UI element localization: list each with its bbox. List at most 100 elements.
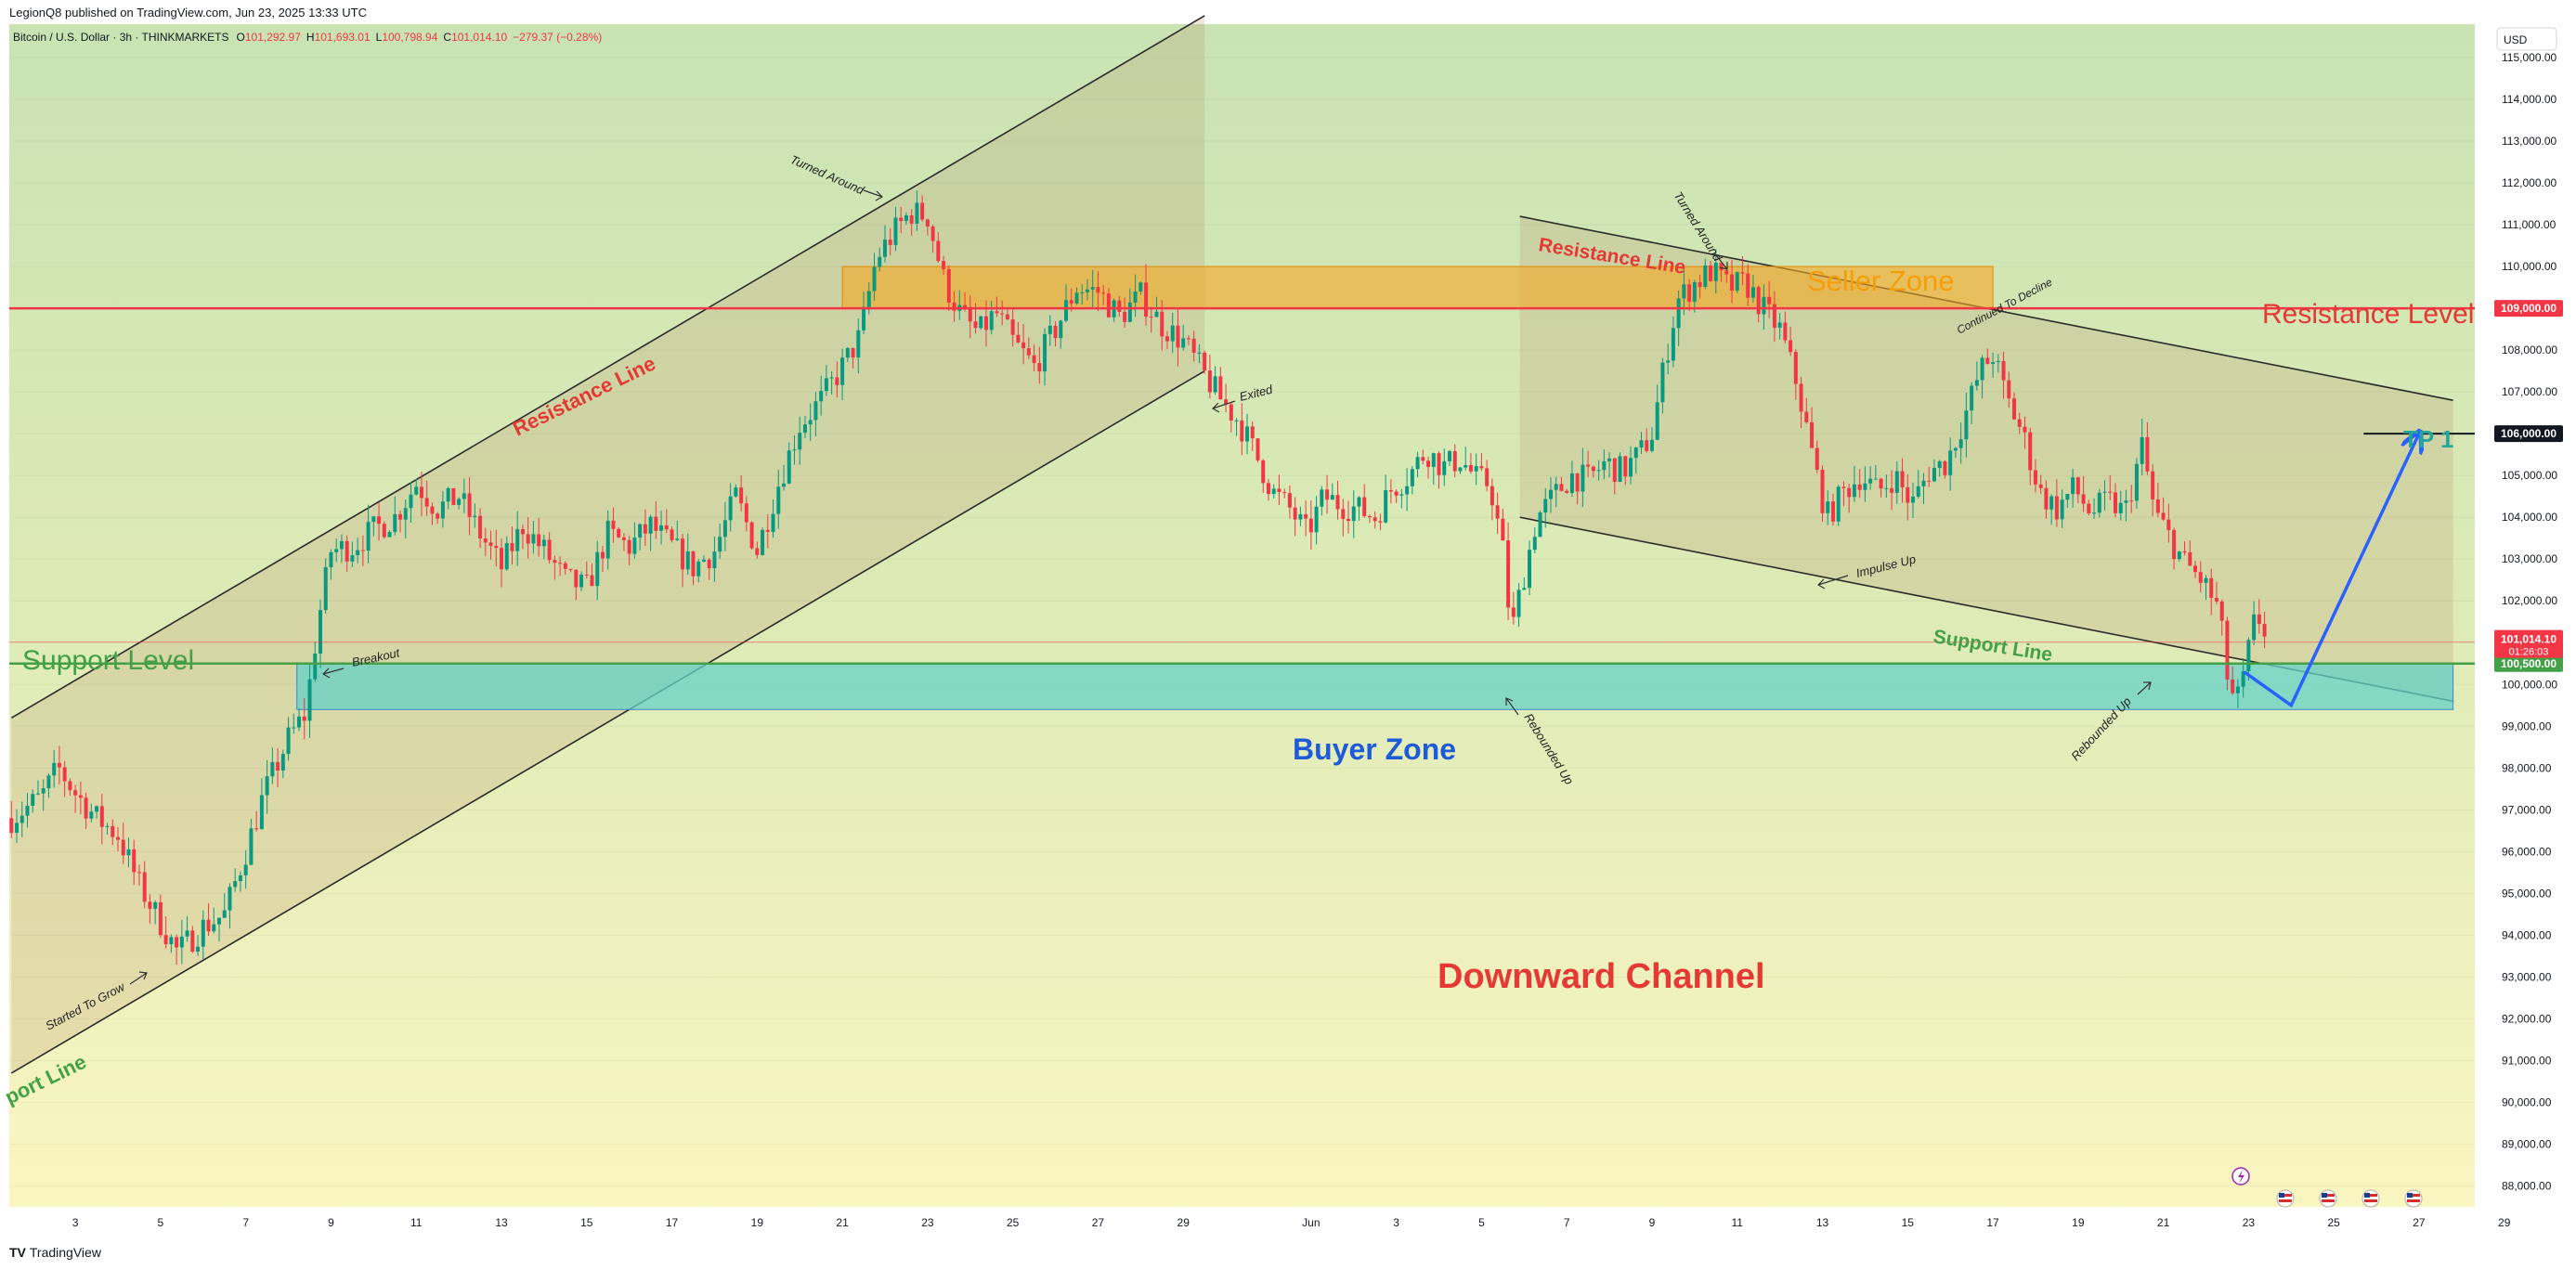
candle-body-222 <box>1191 338 1196 353</box>
candle-body-379 <box>2028 432 2033 471</box>
event-icons[interactable] <box>2231 1167 2423 1208</box>
annotation-arrows <box>129 189 2152 985</box>
candle-body-262 <box>1405 486 1410 495</box>
candle-body-145 <box>782 483 787 487</box>
x-tick-label-17: 7 <box>1564 1216 1570 1229</box>
candle-body-156 <box>840 357 845 385</box>
candle-body-288 <box>1543 499 1548 513</box>
y-tick-label-20: 108,000.00 <box>2502 343 2557 356</box>
candle-body-225 <box>1207 370 1212 393</box>
candle-body-86 <box>467 493 472 517</box>
candle-body-149 <box>802 424 807 434</box>
y-tick-label-26: 114,000.00 <box>2502 93 2556 106</box>
candle-body-53 <box>292 727 296 729</box>
candle-body-397 <box>2124 500 2128 503</box>
candle-body-332 <box>1777 322 1782 328</box>
candle-body-60 <box>329 551 333 568</box>
price-tag-2 <box>2494 654 2563 672</box>
ohlc-high: 101,693.01 <box>315 31 371 44</box>
candle-body-293 <box>1569 473 1574 493</box>
candle-body-291 <box>1559 484 1564 491</box>
candle-body-115 <box>621 537 626 540</box>
candle-body-289 <box>1548 489 1553 499</box>
time-axis[interactable]: 3 5 7 9 11 13 15 17 19 21 23 25 27 29 Jun 3 5 7 9 11 13 15 17 1… <box>72 1216 2511 1229</box>
candle-body-253 <box>1357 497 1361 507</box>
candle-body-69 <box>377 516 382 525</box>
candle-body-118 <box>638 524 643 538</box>
x-tick-label-21: 15 <box>1902 1216 1915 1229</box>
candle-body-41 <box>228 887 232 911</box>
candle-body-3 <box>25 805 30 816</box>
x-tick-label-15: 3 <box>1393 1216 1399 1229</box>
time-axis-background <box>0 1207 2576 1235</box>
candle-body-421 <box>2252 614 2257 641</box>
candle-body-74 <box>403 508 408 520</box>
candle-body-236 <box>1266 483 1270 495</box>
candle-body-153 <box>824 378 828 392</box>
candle-body-364 <box>1948 450 1953 475</box>
candle-body-185 <box>995 311 999 314</box>
candle-body-28 <box>158 901 163 936</box>
candle-body-30 <box>169 937 174 945</box>
candle-body-250 <box>1341 509 1346 519</box>
upward-channel-upper-line <box>10 15 1205 719</box>
candle-body-323 <box>1730 274 1734 292</box>
candle-body-200 <box>1074 292 1079 304</box>
candle-body-266 <box>1426 460 1431 467</box>
candle-body-238 <box>1277 488 1281 493</box>
candle-body-256 <box>1373 517 1377 522</box>
currency-label[interactable]: USD <box>2504 33 2528 46</box>
candle-body-261 <box>1399 494 1404 496</box>
candle-body-354 <box>1894 471 1899 493</box>
candle-body-417 <box>2231 679 2235 693</box>
plot-background <box>9 24 2475 1235</box>
candle-body-215 <box>1154 311 1159 318</box>
tradingview-logo[interactable]: TV TradingView <box>9 1245 101 1260</box>
candle-body-285 <box>1528 550 1532 589</box>
candle-body-138 <box>744 503 748 523</box>
candle-body-50 <box>276 761 280 771</box>
currency-selector[interactable]: USD <box>2496 27 2557 51</box>
downward-channel-fill <box>1519 216 2453 702</box>
candle-body-58 <box>318 610 322 654</box>
candle-body-217 <box>1164 336 1169 342</box>
candle-body-32 <box>179 936 184 948</box>
x-tick-label-20: 13 <box>1816 1216 1829 1229</box>
candle-body-125 <box>675 538 680 540</box>
us-flag-event-icon <box>2361 1189 2380 1208</box>
candle-body-224 <box>1203 352 1207 371</box>
candle-body-132 <box>712 551 717 569</box>
candle-body-98 <box>531 534 536 544</box>
candle-body-249 <box>1335 495 1340 510</box>
candle-body-378 <box>2023 426 2027 433</box>
candle-body-340 <box>1820 469 1825 513</box>
candle-body-311 <box>1666 360 1671 363</box>
candle-body-29 <box>163 935 168 945</box>
candle-body-377 <box>2017 419 2022 427</box>
candle-body-113 <box>611 520 616 529</box>
candle-body-371 <box>1985 357 1990 364</box>
candle-body-35 <box>196 946 201 952</box>
candle-body-247 <box>1325 489 1330 500</box>
arrow-started-to-grow <box>129 971 148 985</box>
candle-body-280 <box>1501 518 1505 541</box>
candle-body-287 <box>1538 512 1542 538</box>
candle-body-302 <box>1618 456 1622 483</box>
candle-body-373 <box>1996 360 2000 363</box>
candle-body-4 <box>31 794 35 806</box>
arrow-rebounded-up-1 <box>1505 697 1519 716</box>
ohlc-open: 101,292.97 <box>245 31 301 44</box>
candle-body-187 <box>1005 314 1009 320</box>
y-tick-label-23: 111,000.00 <box>2502 218 2556 231</box>
candle-body-162 <box>872 266 877 292</box>
candle-body-179 <box>963 305 968 309</box>
candle-body-166 <box>893 217 898 245</box>
price-tag-label-0: 109,000.00 <box>2501 302 2556 315</box>
candle-body-1 <box>15 823 20 834</box>
candle-body-45 <box>249 828 254 865</box>
x-tick-label-3: 9 <box>328 1216 334 1229</box>
candle-body-143 <box>771 513 775 532</box>
candle-body-193 <box>1037 363 1042 372</box>
candle-body-347 <box>1857 484 1862 490</box>
